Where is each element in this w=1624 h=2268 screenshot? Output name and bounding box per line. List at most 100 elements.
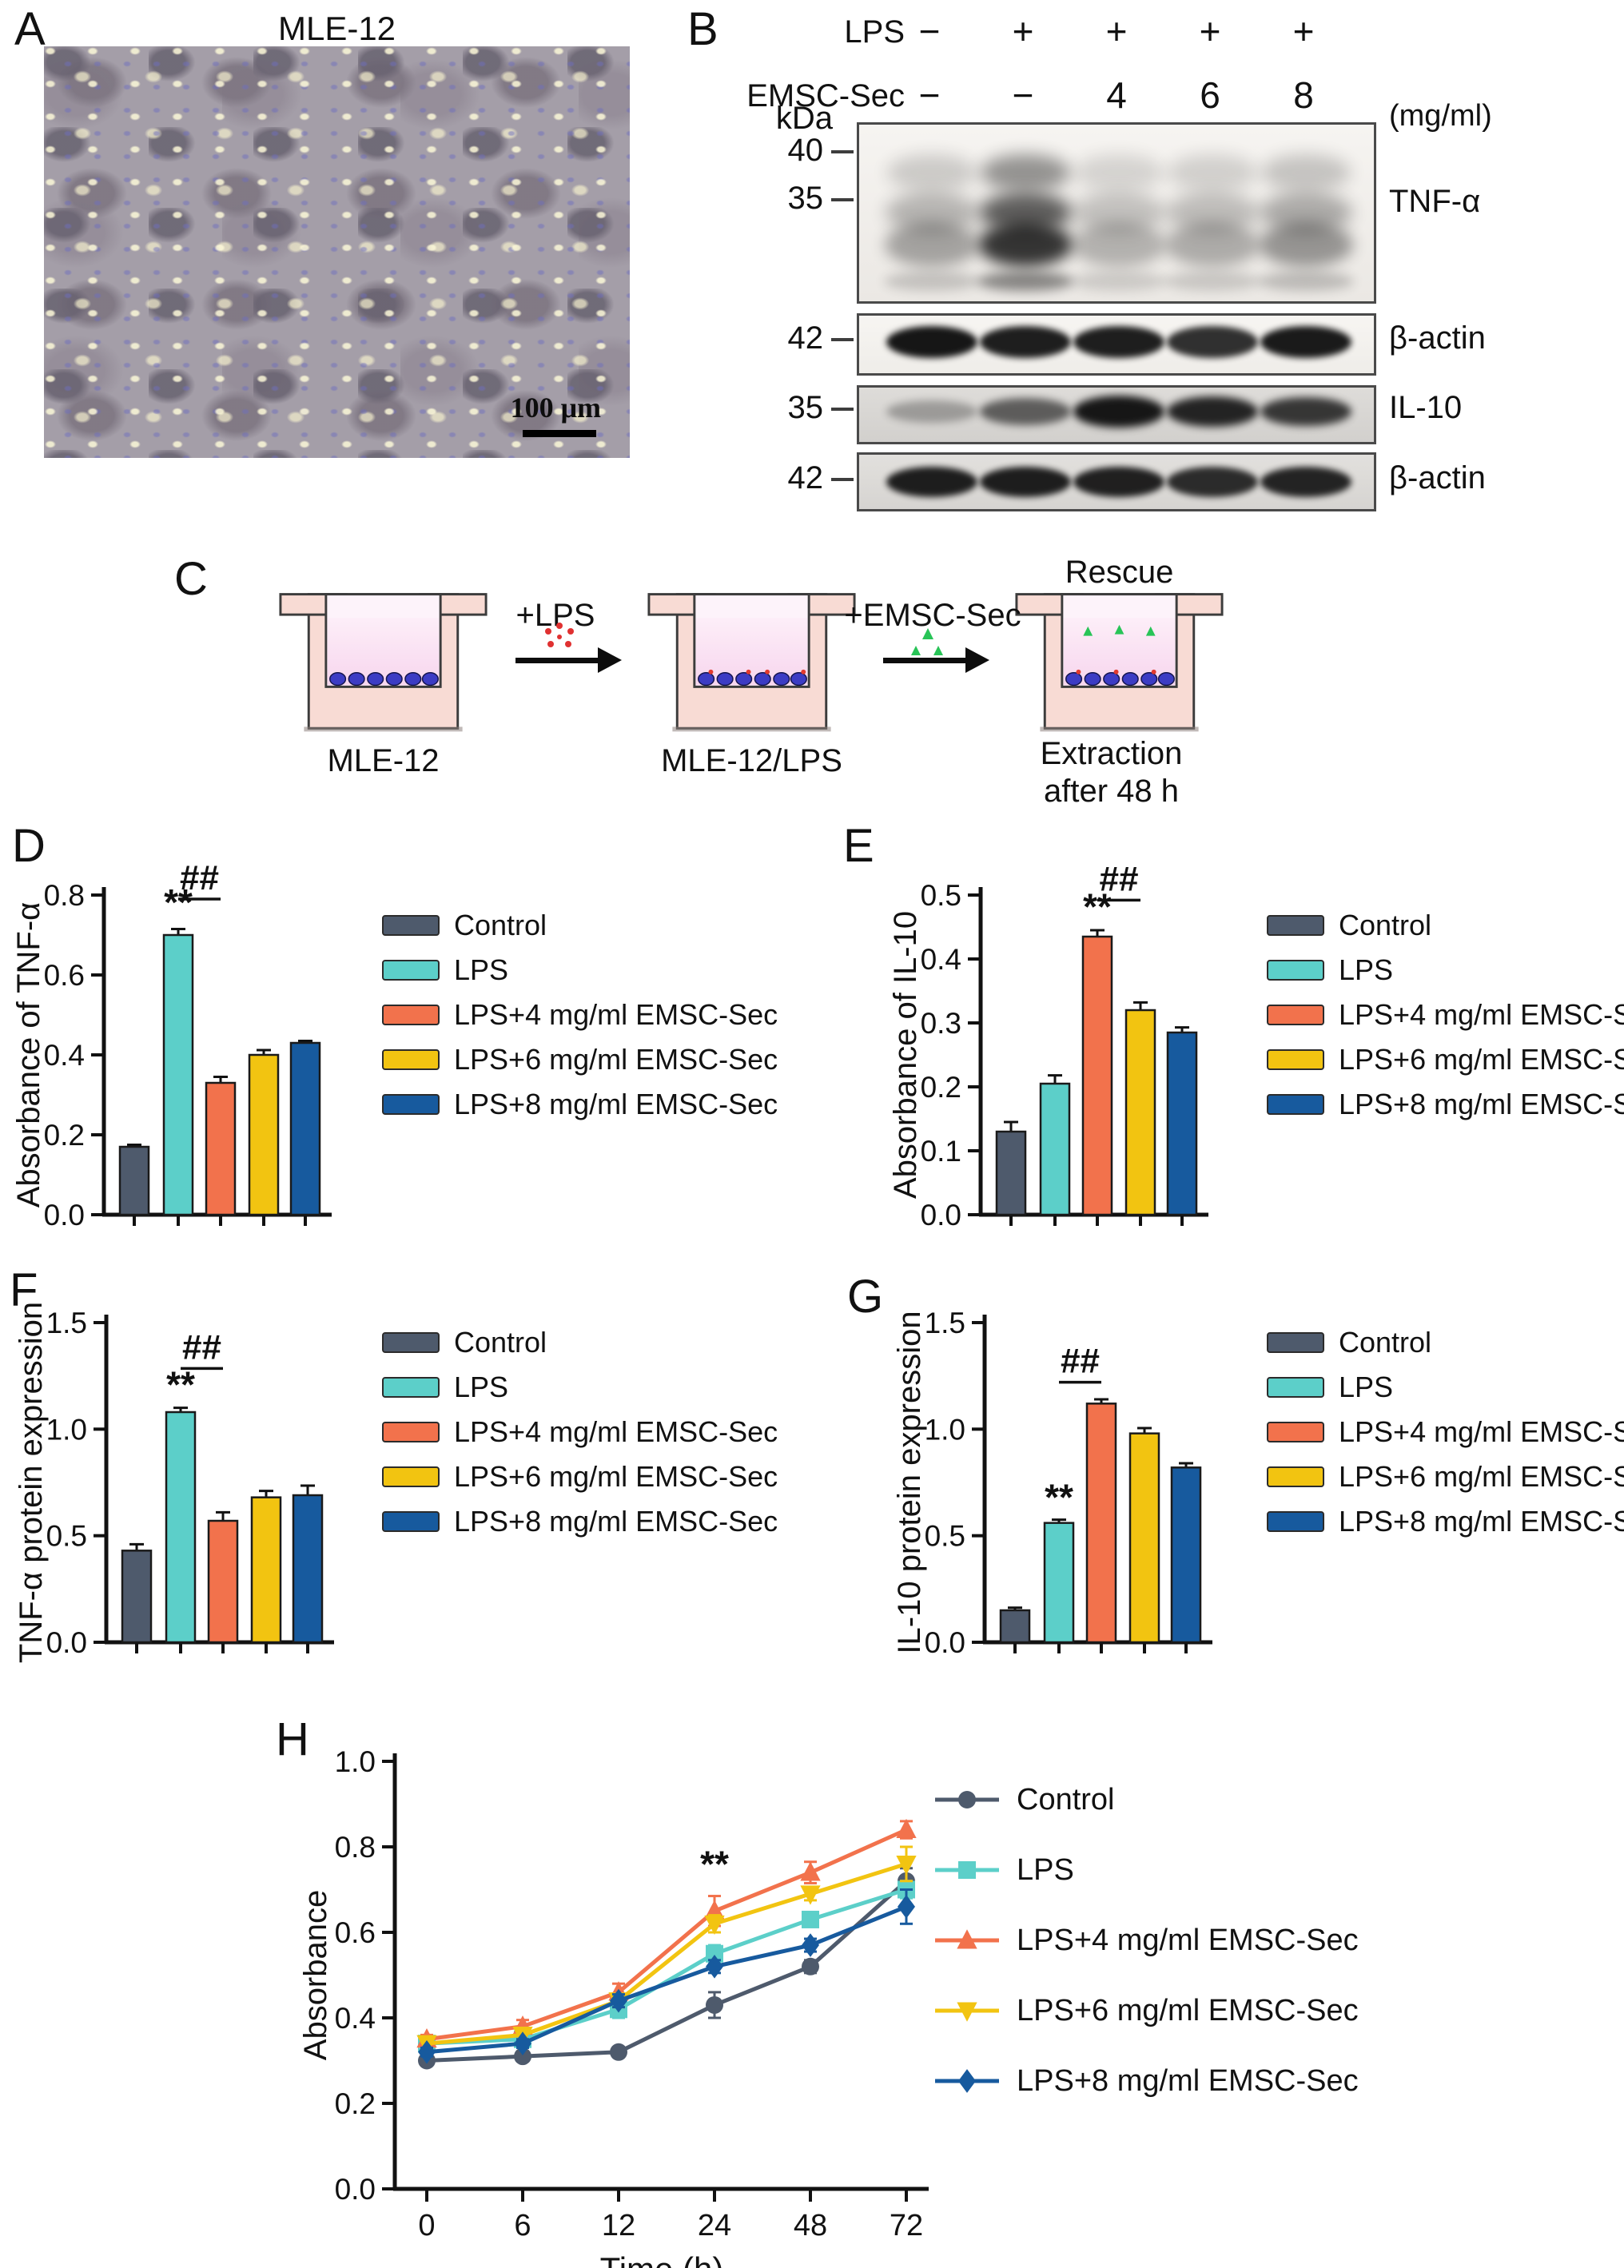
legend-item: LPS+8 mg/ml EMSC-Sec: [382, 1499, 778, 1544]
legend-item: LPS+8 mg/ml EMSC-Sec: [382, 1082, 778, 1127]
legend-swatch: [1267, 1005, 1324, 1025]
bar-LPS: [1039, 1082, 1071, 1216]
marker-circle: [514, 2047, 531, 2066]
y-tick-label: 0.2: [335, 2087, 376, 2120]
legend-item: LPS: [1267, 1365, 1624, 1410]
legend-marker: [935, 1861, 999, 1879]
legend-item: LPS+4 mg/ml EMSC-Sec: [1267, 993, 1624, 1037]
bar-LPS+8 mg/ml EMSC-Sec: [1166, 1031, 1198, 1216]
x-tick-label: 48: [794, 2209, 827, 2242]
legend-label: Control: [1339, 909, 1432, 941]
panel-h-label: H: [276, 1713, 309, 1765]
marker-circle: [958, 1791, 976, 1808]
legend-label: LPS+8 mg/ml EMSC-Sec: [454, 1088, 778, 1120]
y-tick-label: 1.5: [925, 1307, 965, 1339]
lane-condition: +: [1105, 10, 1128, 52]
panel-f-label: F: [10, 1264, 38, 1316]
blot-band: [980, 326, 1071, 358]
legend-swatch: [382, 1094, 440, 1115]
y-tick-label: 0.4: [921, 943, 961, 976]
blot-row-name: LPS: [844, 14, 905, 50]
legend-swatch: [1267, 960, 1324, 981]
bar-LPS: [1043, 1522, 1075, 1644]
blot-target-label: β-actin: [1389, 460, 1486, 495]
marker-diamond: [958, 2069, 976, 2093]
legend-item: LPS+6 mg/ml EMSC-Sec: [1267, 1037, 1624, 1082]
legend-label: LPS+8 mg/ml EMSC-Sec: [1339, 1505, 1624, 1538]
kda-marker: 42: [787, 460, 824, 495]
cell-layer: [329, 672, 439, 686]
legend-label: LPS: [454, 1371, 509, 1403]
blot-band: [1073, 467, 1164, 497]
bar-LPS+6 mg/ml EMSC-Sec: [1128, 1432, 1160, 1644]
legend-item: LPS+4 mg/ml EMSC-Sec: [382, 1410, 778, 1454]
legend-item: LPS: [382, 1365, 778, 1410]
marker-triangle-down: [800, 1885, 821, 1905]
y-tick-label: 0.0: [335, 2173, 376, 2206]
legend-item: LPS+8 mg/ml EMSC-Sec: [1267, 1499, 1624, 1544]
legend-swatch: [1267, 1511, 1324, 1532]
legend-marker: [935, 2069, 999, 2093]
kda-label: kDa: [775, 101, 833, 136]
kda-marker: 35: [787, 181, 824, 216]
marker-triangle-up: [957, 1929, 977, 1949]
kda-marker: 35: [787, 390, 824, 425]
sig-star: **: [166, 1363, 195, 1405]
blot-band: [1260, 193, 1352, 233]
arrow1: [515, 647, 622, 673]
kda-marker-dash: [831, 338, 854, 341]
blot-TNF-α: [857, 122, 1376, 304]
legend-swatch: [382, 915, 440, 936]
bar-LPS+4 mg/ml EMSC-Sec: [1085, 1403, 1117, 1644]
legend-swatch: [382, 1466, 440, 1487]
marker-diamond: [706, 1954, 723, 1979]
y-tick-label: 0.2: [44, 1119, 85, 1152]
legend-item: LPS+4 mg/ml EMSC-Sec: [1267, 1410, 1624, 1454]
arrow2: [883, 647, 989, 673]
blot-band: [1259, 222, 1353, 267]
marker-triangle-down: [957, 2002, 977, 2022]
transwell-mle12: [277, 590, 489, 734]
blot-band: [886, 193, 978, 233]
cell-layer: [698, 669, 807, 686]
lane-condition: −: [918, 10, 941, 52]
blot-band: [1073, 193, 1165, 233]
legend-swatch: [1267, 1422, 1324, 1442]
lps-dots-icon: [545, 623, 574, 647]
y-tick-label: 0.2: [921, 1071, 961, 1104]
y-axis-label: Absorbance of TNF-α: [11, 902, 46, 1208]
legend-item: LPS: [1267, 948, 1624, 993]
bar-LPS+8 mg/ml EMSC-Sec: [292, 1494, 324, 1644]
blot-band: [1073, 326, 1164, 358]
y-axis-label: TNF-α protein expression: [14, 1302, 49, 1663]
panel-e-label: E: [843, 820, 874, 872]
legend-swatch: [382, 960, 440, 981]
y-tick-label: 0.6: [335, 1916, 376, 1949]
bar-LPS+6 mg/ml EMSC-Sec: [1124, 1009, 1156, 1216]
y-tick-label: 0.1: [921, 1135, 961, 1168]
legend-label: LPS+6 mg/ml EMSC-Sec: [1339, 1043, 1624, 1076]
legend-label: LPS: [1339, 953, 1394, 986]
sig-hash: ##: [182, 1327, 221, 1367]
extraction-line2: after 48 h: [1043, 774, 1179, 809]
blot-band: [977, 272, 1073, 291]
micrograph-mle12: 100 μm: [44, 46, 630, 458]
cell-layer: [1065, 669, 1175, 686]
series-line-LPS+4 mg/ml EMSC-Sec: [426, 1828, 908, 2042]
blot-β-actin: [857, 313, 1376, 376]
legend-swatch: [1267, 1377, 1324, 1398]
lane-condition: 4: [1106, 74, 1127, 116]
sig-star: **: [164, 881, 193, 923]
blot-band: [978, 222, 1073, 267]
transwell-mle12-lps: [646, 590, 858, 734]
blot-IL-10: [857, 385, 1376, 444]
legend-item: LPS+6 mg/ml EMSC-Sec: [933, 1976, 1359, 2046]
y-tick-label: 0.4: [44, 1039, 85, 1072]
legend-panel-h: Control LPS LPS+4 mg/ml EMSC-Sec LPS+6 mg/m…: [933, 1765, 1359, 2116]
legend-item: LPS+6 mg/ml EMSC-Sec: [382, 1037, 778, 1082]
blot-band: [1071, 272, 1167, 291]
well1-caption: MLE-12: [327, 743, 440, 778]
sig-star: **: [1045, 1477, 1073, 1518]
emsc-sec-particles: [1083, 624, 1156, 636]
